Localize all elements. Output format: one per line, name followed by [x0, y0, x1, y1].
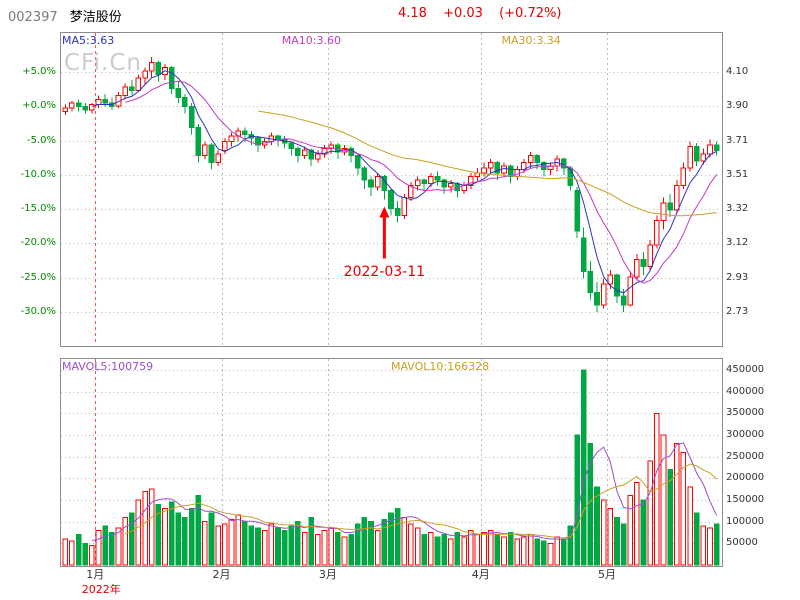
annotation-date-label: 2022-03-11 — [343, 264, 426, 281]
stock-name: 梦洁股份 — [69, 10, 122, 25]
header: 002397 梦洁股份 — [8, 6, 122, 25]
ma-legend-item: MA30:3.34 — [501, 34, 561, 47]
ma-legend-item: MA5:3.63 — [62, 34, 115, 47]
stock-code: 002397 — [8, 10, 58, 25]
mavol-legend-item: MAVOL5:100759 — [62, 360, 154, 373]
mavol-legend: MAVOL5:100759 MAVOL10:166328 — [62, 361, 720, 373]
ma-legend-item: MA10:3.60 — [281, 34, 341, 47]
mavol-legend-item: MAVOL10:166328 — [391, 360, 490, 373]
quote: 4.18 +0.03 (+0.72%) — [398, 6, 573, 21]
quote-change-pct: (+0.72%) — [499, 6, 562, 21]
quote-change: +0.03 — [443, 6, 483, 21]
quote-price: 4.18 — [398, 6, 427, 21]
ma-legend: MA5:3.63 MA10:3.60 MA30:3.34 — [62, 35, 720, 47]
watermark: CFi.Cn — [64, 50, 142, 76]
